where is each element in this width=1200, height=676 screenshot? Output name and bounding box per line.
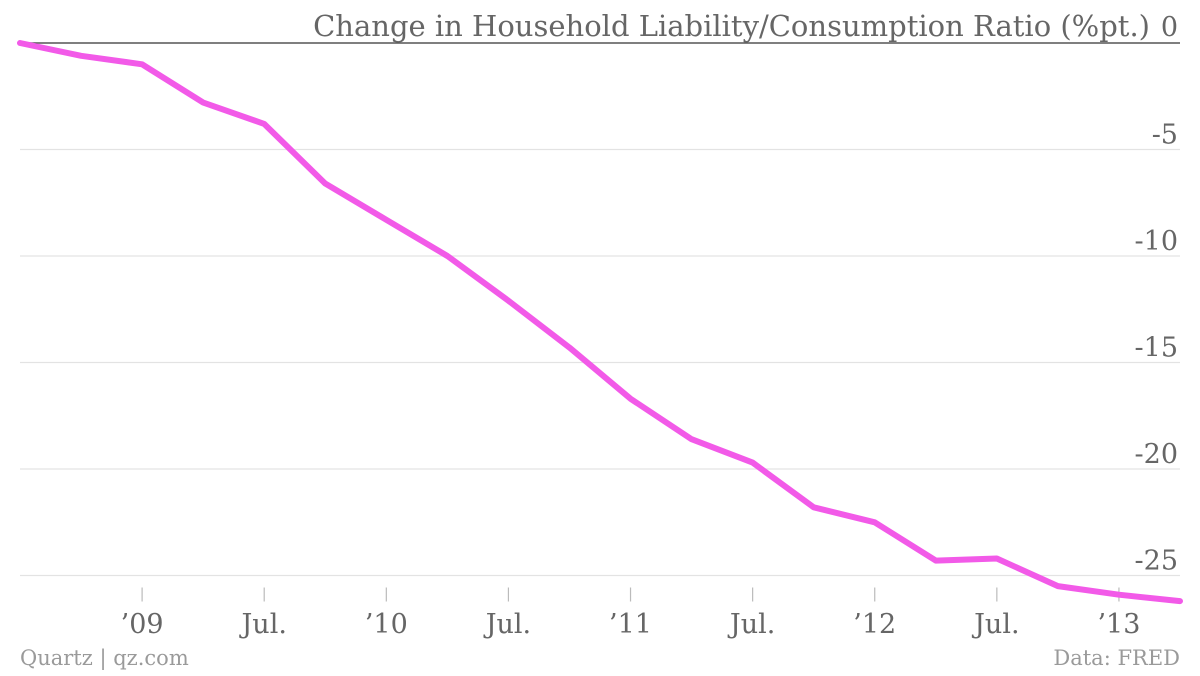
y-tick-label: -25 bbox=[1135, 546, 1178, 577]
y-tick-label: -10 bbox=[1135, 226, 1178, 257]
y-tick-label: -15 bbox=[1135, 333, 1178, 364]
x-tick-label: ’12 bbox=[853, 609, 896, 640]
data-points bbox=[17, 40, 1183, 604]
x-tick-label: Jul. bbox=[727, 609, 775, 640]
x-tick-label: Jul. bbox=[238, 609, 286, 640]
y-tick-label-zero: 0 bbox=[1161, 12, 1178, 43]
x-tick-label: ’13 bbox=[1097, 609, 1140, 640]
y-tick-label: -20 bbox=[1135, 439, 1178, 470]
y-axis-tick-labels: -5 -10 -15 -20 -25 0 bbox=[1135, 12, 1178, 577]
series-line bbox=[17, 40, 1183, 605]
y-tick-label: -5 bbox=[1152, 120, 1178, 151]
x-tick-label: Jul. bbox=[483, 609, 531, 640]
gridlines bbox=[20, 42, 1180, 577]
footer-source: Data: FRED bbox=[1053, 646, 1180, 670]
x-tick-label: Jul. bbox=[971, 609, 1019, 640]
x-tick-label: ’09 bbox=[121, 609, 164, 640]
x-tick-label: ’10 bbox=[365, 609, 408, 640]
x-tick-label: ’11 bbox=[609, 609, 652, 640]
footer-credit: Quartz | qz.com bbox=[20, 646, 189, 670]
x-axis-ticks: ’09 Jul. ’10 Jul. ’11 Jul. ’12 Jul. ’13 bbox=[121, 587, 1140, 640]
chart-title: Change in Household Liability/Consumptio… bbox=[313, 9, 1150, 43]
